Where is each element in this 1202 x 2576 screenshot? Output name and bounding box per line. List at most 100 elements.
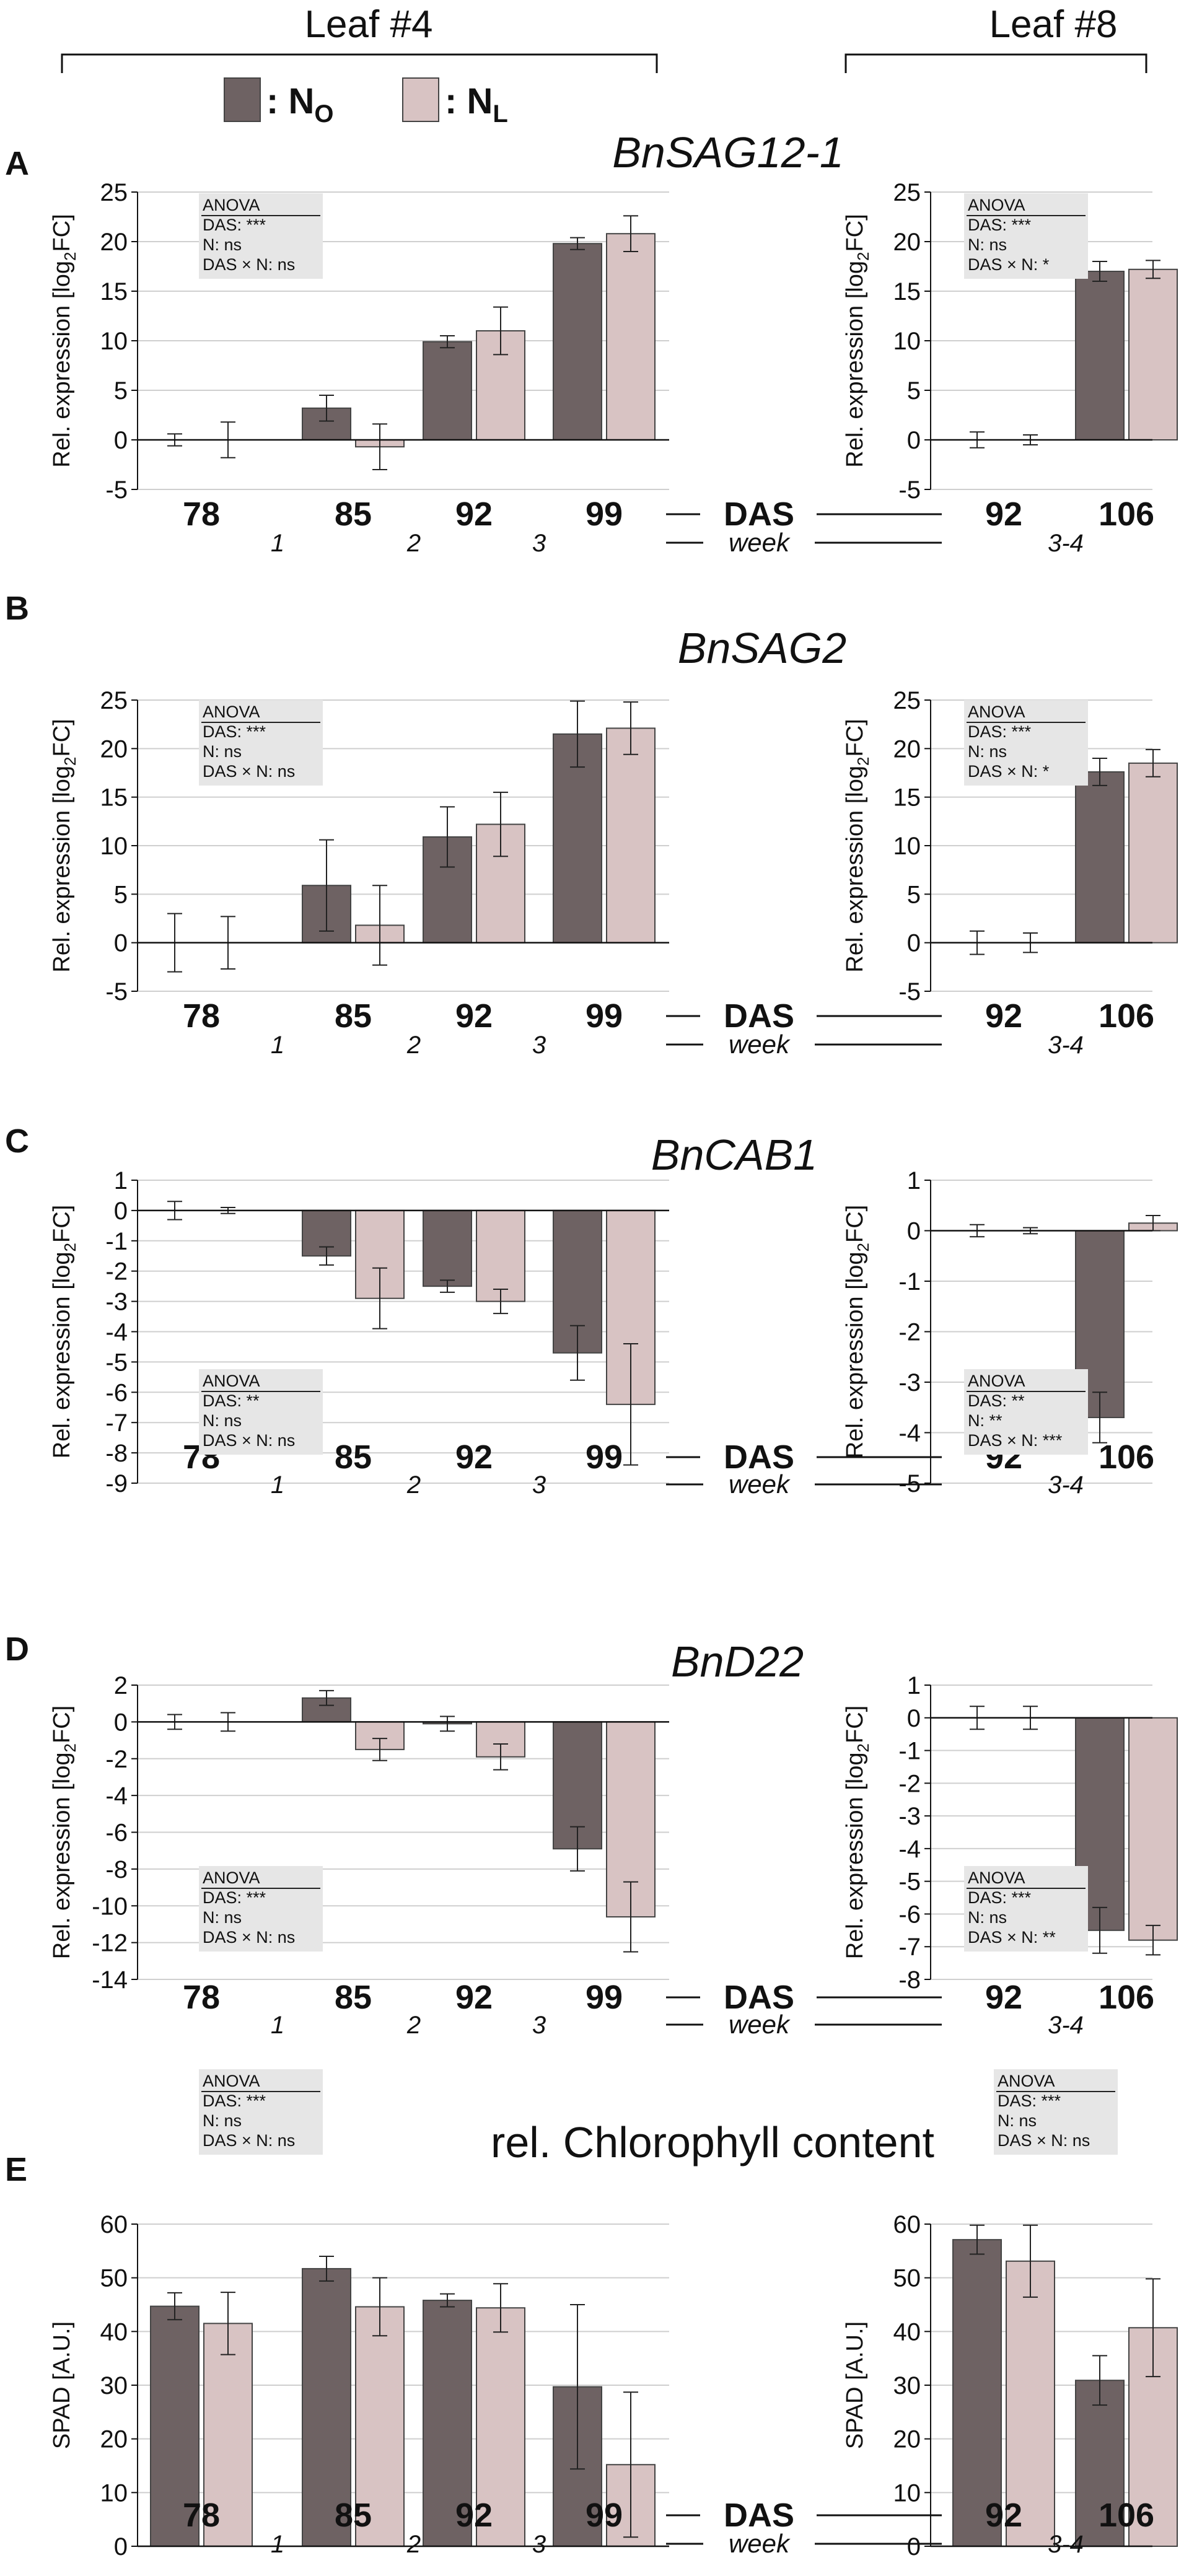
week-label: 3 <box>532 2012 546 2039</box>
y-axis-label-part: FC] <box>49 214 75 252</box>
y-tick-label: -2 <box>898 1319 921 1346</box>
x-category-label: 92 <box>985 997 1022 1035</box>
anova-line: N: ns <box>968 742 1007 761</box>
anova-box <box>199 1369 323 1455</box>
y-tick-label: -6 <box>898 1901 921 1928</box>
panel-letter: B <box>5 590 29 627</box>
y-tick-label: -4 <box>898 1836 921 1863</box>
y-axis-label: Rel. expression [log2FC] <box>49 1706 79 1959</box>
y-axis-label-sub: 2 <box>61 1243 79 1251</box>
y-tick-label: -1 <box>898 1738 921 1765</box>
x-category-label: 92 <box>455 1439 493 1476</box>
week-label: 1 <box>271 2531 284 2558</box>
y-axis-label-part: FC] <box>49 719 75 756</box>
panel-b: B BnSAG2 Rel. expression [log2FC] Rel. expr… <box>5 590 1178 1059</box>
anova-line: N: ns <box>203 1411 242 1430</box>
anova-line: DAS: *** <box>968 1888 1032 1907</box>
week-axis-label: week <box>729 1030 791 1059</box>
y-tick-label: -7 <box>105 1409 128 1437</box>
anova-line: DAS × N: * <box>968 762 1050 781</box>
y-axis-label-part: FC] <box>842 719 868 756</box>
week-label: 1 <box>271 530 284 557</box>
y-tick-label: 25 <box>100 687 128 714</box>
y-axis-label: SPAD [A.U.] <box>49 2321 75 2449</box>
anova-line: ANOVA <box>998 2072 1055 2090</box>
y-tick-label: -4 <box>898 1420 921 1447</box>
anova-line: DAS × N: ns <box>998 2131 1090 2150</box>
y-tick-label: -7 <box>898 1934 921 1961</box>
anova-box <box>964 1369 1088 1455</box>
bar-nl <box>203 2323 253 2547</box>
y-axis-label-part: Rel. expression [log <box>49 1251 75 1458</box>
x-category-label: 92 <box>455 997 493 1035</box>
x-category-label: 99 <box>586 1439 623 1476</box>
x-category-label: 92 <box>455 496 493 533</box>
x-category-label: 92 <box>985 2497 1022 2534</box>
week-axis-label: week <box>729 528 791 557</box>
y-tick-label: -2 <box>105 1746 128 1773</box>
y-tick-label: 0 <box>114 930 128 957</box>
anova-box <box>964 193 1088 279</box>
y-axis-label: Rel. expression [log2FC] <box>49 719 79 972</box>
y-axis-label-part: FC] <box>842 214 868 252</box>
week-label: 1 <box>271 1032 284 1059</box>
y-tick-label: -2 <box>105 1258 128 1286</box>
y-tick-label: -5 <box>105 1349 128 1376</box>
y-tick-label: 5 <box>114 881 128 908</box>
y-tick-label: 10 <box>893 2479 921 2507</box>
x-category-label: 106 <box>1099 496 1154 533</box>
anova-line: ANOVA <box>968 1868 1025 1887</box>
anova-line: N: ns <box>968 235 1007 254</box>
y-axis-label: Rel. expression [log2FC] <box>842 1706 872 1959</box>
y-tick-label: -4 <box>105 1319 128 1346</box>
y-axis-label-part: FC] <box>842 1205 868 1243</box>
x-category-label: 106 <box>1099 997 1154 1035</box>
anova-line: DAS: *** <box>203 216 266 234</box>
bar-nl <box>1006 2260 1055 2548</box>
anova-line: N: ns <box>203 742 242 761</box>
x-category-label: 92 <box>455 1979 493 2016</box>
anova-line: DAS × N: ** <box>968 1928 1056 1947</box>
week-label: 3-4 <box>1048 2531 1084 2558</box>
x-category-label: 78 <box>183 2497 220 2534</box>
y-tick-label: 30 <box>893 2372 921 2399</box>
bar-no <box>1075 271 1125 440</box>
y-tick-label: 1 <box>907 1672 921 1699</box>
y-tick-label: -5 <box>105 978 128 1005</box>
y-tick-label: 0 <box>114 1198 128 1225</box>
anova-line: N: ns <box>203 235 242 254</box>
panel-letter: A <box>5 145 29 182</box>
anova-box <box>199 1866 323 1952</box>
anova-line: ANOVA <box>968 196 1025 214</box>
y-axis-label: Rel. expression [log2FC] <box>842 1205 872 1458</box>
bar-no <box>553 733 602 944</box>
y-tick-label: 0 <box>907 1218 921 1245</box>
anova-line: DAS × N: ns <box>203 255 295 274</box>
y-tick-label: -4 <box>105 1782 128 1810</box>
bar-nl <box>1128 762 1178 944</box>
leaf-left-bracket <box>61 53 658 73</box>
panel-title: BnSAG2 <box>678 624 846 672</box>
legend-swatch-nl <box>402 77 439 122</box>
anova-line: ANOVA <box>203 703 260 721</box>
anova-line: ANOVA <box>203 1372 260 1390</box>
x-category-label: 106 <box>1099 2497 1154 2534</box>
anova-line: N: ns <box>968 1908 1007 1927</box>
y-tick-label: 5 <box>907 377 921 405</box>
y-tick-label: 30 <box>100 2372 128 2399</box>
anova-line: DAS: ** <box>968 1391 1025 1410</box>
x-category-label: 78 <box>183 997 220 1035</box>
anova-box <box>964 1866 1088 1952</box>
week-label: 3-4 <box>1048 530 1084 557</box>
y-tick-label: 40 <box>100 2318 128 2346</box>
x-category-label: 78 <box>183 1979 220 2016</box>
x-category-label: 99 <box>586 1979 623 2016</box>
week-label: 1 <box>271 2012 284 2039</box>
anova-line: DAS × N: ns <box>203 762 295 781</box>
y-axis-label-part: Rel. expression [log <box>49 261 75 468</box>
y-tick-label: 40 <box>893 2318 921 2346</box>
y-axis-label-part: Rel. expression [log <box>842 766 868 973</box>
